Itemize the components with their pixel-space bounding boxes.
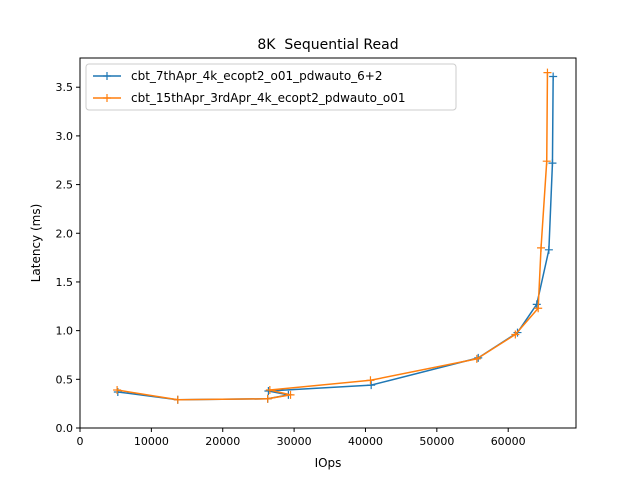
- series-2-point: [263, 394, 272, 403]
- x-tick-label: 30000: [277, 435, 312, 448]
- x-tick-label: 60000: [491, 435, 526, 448]
- series-2-point: [286, 390, 295, 399]
- x-tick-label: 10000: [134, 435, 169, 448]
- y-tick-label: 2.5: [56, 179, 74, 192]
- y-tick-label: 3.5: [56, 81, 74, 94]
- y-tick-label: 3.0: [56, 130, 74, 143]
- series-2-point: [534, 304, 543, 313]
- legend-marker-series-2: [103, 94, 111, 102]
- y-tick-label: 0.5: [56, 373, 74, 386]
- series-2-point: [542, 157, 551, 166]
- series-line-2: [116, 72, 549, 401]
- series-2-point: [472, 354, 481, 363]
- series-layer: [113, 68, 558, 404]
- x-axis-label: IOps: [315, 456, 342, 470]
- legend-label-series-2: cbt_15thApr_3rdApr_4k_ecopt2_pdwauto_o01: [131, 91, 406, 105]
- series-2-point: [113, 386, 122, 395]
- chart-title: 8K Sequential Read: [257, 37, 398, 53]
- x-tick-label: 0: [77, 435, 84, 448]
- series-2-point: [366, 376, 375, 385]
- legend-box: [85, 63, 457, 111]
- series-2-point: [173, 395, 182, 404]
- series-1-point: [367, 381, 376, 390]
- series-2-point: [543, 68, 552, 77]
- y-tick-label: 2.0: [56, 227, 74, 240]
- series-1-point: [544, 245, 553, 254]
- y-tick-label: 0.0: [56, 422, 74, 435]
- y-tick-label: 1.0: [56, 325, 74, 338]
- legend-marker-series-1: [103, 72, 111, 80]
- series-2-point: [511, 330, 520, 339]
- series-1-point: [548, 159, 557, 168]
- y-tick-label: 1.5: [56, 276, 74, 289]
- series-2-point: [265, 386, 274, 395]
- y-axis-label: Latency (ms): [29, 204, 43, 283]
- plot-frame: [79, 57, 577, 429]
- plot-area: [80, 58, 576, 428]
- series-2-point: [537, 243, 546, 252]
- series-1-point: [113, 387, 122, 396]
- series-1-point: [532, 300, 541, 309]
- legend: cbt_7thApr_4k_ecopt2_o01_pdwauto_6+2 cbt…: [85, 63, 457, 111]
- series-1-point: [549, 72, 558, 81]
- x-tick-label: 50000: [419, 435, 454, 448]
- legend-label-series-1: cbt_7thApr_4k_ecopt2_o01_pdwauto_6+2: [131, 69, 382, 83]
- x-tick-label: 20000: [205, 435, 240, 448]
- x-tick-label: 40000: [348, 435, 383, 448]
- axes-layer: 0 10000 20000 30000 40000 50000 60000 0.0 0.5 1.0…: [56, 57, 577, 448]
